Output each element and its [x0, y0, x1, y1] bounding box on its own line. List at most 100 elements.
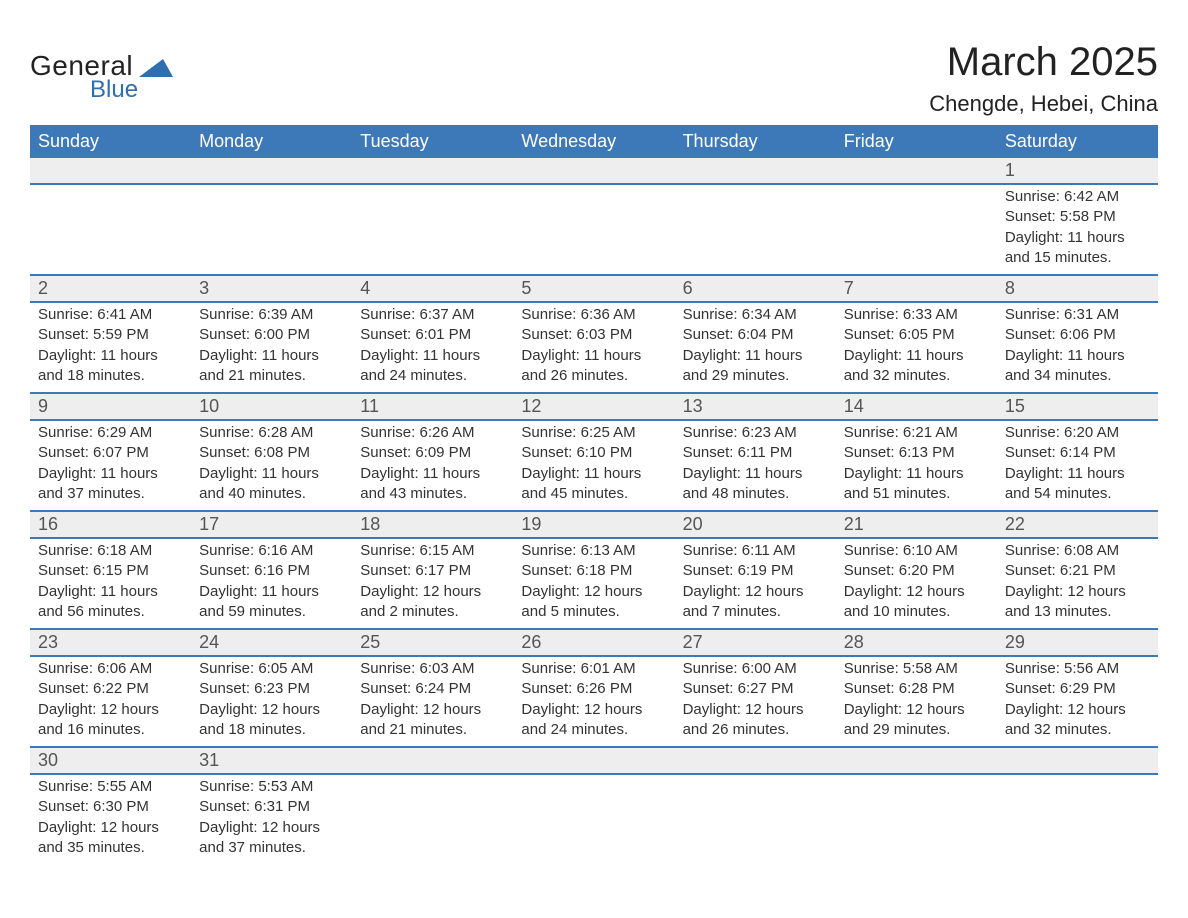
day-day2: and 37 minutes. [199, 838, 344, 858]
day-content-cell [513, 774, 674, 864]
day-day2: and 29 minutes. [683, 366, 828, 386]
day-content-cell: Sunrise: 6:21 AMSunset: 6:13 PMDaylight:… [836, 420, 997, 511]
day-content-cell: Sunrise: 6:20 AMSunset: 6:14 PMDaylight:… [997, 420, 1158, 511]
day-sunset: Sunset: 6:22 PM [38, 679, 183, 699]
content-row: Sunrise: 6:42 AMSunset: 5:58 PMDaylight:… [30, 184, 1158, 275]
day-content-cell: Sunrise: 6:16 AMSunset: 6:16 PMDaylight:… [191, 538, 352, 629]
day-sunrise: Sunrise: 5:55 AM [38, 777, 183, 797]
day-content-cell: Sunrise: 6:06 AMSunset: 6:22 PMDaylight:… [30, 656, 191, 747]
day-day1: Daylight: 12 hours [38, 818, 183, 838]
day-sunrise: Sunrise: 6:25 AM [521, 423, 666, 443]
day-day2: and 40 minutes. [199, 484, 344, 504]
day-number-cell: 12 [513, 393, 674, 420]
day-sunset: Sunset: 6:00 PM [199, 325, 344, 345]
day-number-cell [191, 158, 352, 184]
day-number-cell: 6 [675, 275, 836, 302]
day-sunrise: Sunrise: 6:33 AM [844, 305, 989, 325]
day-day1: Daylight: 12 hours [199, 700, 344, 720]
logo-triangle-icon [139, 59, 173, 77]
day-number-cell: 7 [836, 275, 997, 302]
day-day1: Daylight: 11 hours [683, 346, 828, 366]
day-sunrise: Sunrise: 6:06 AM [38, 659, 183, 679]
day-number-cell [352, 158, 513, 184]
day-day2: and 51 minutes. [844, 484, 989, 504]
day-sunset: Sunset: 6:28 PM [844, 679, 989, 699]
day-day2: and 2 minutes. [360, 602, 505, 622]
day-number-cell: 23 [30, 629, 191, 656]
calendar-body: 1Sunrise: 6:42 AMSunset: 5:58 PMDaylight… [30, 158, 1158, 864]
day-day1: Daylight: 12 hours [199, 818, 344, 838]
day-content-cell: Sunrise: 5:55 AMSunset: 6:30 PMDaylight:… [30, 774, 191, 864]
day-sunset: Sunset: 6:31 PM [199, 797, 344, 817]
day-sunrise: Sunrise: 6:20 AM [1005, 423, 1150, 443]
day-content-cell: Sunrise: 6:05 AMSunset: 6:23 PMDaylight:… [191, 656, 352, 747]
day-day1: Daylight: 11 hours [521, 346, 666, 366]
day-day1: Daylight: 12 hours [683, 582, 828, 602]
day-sunset: Sunset: 6:01 PM [360, 325, 505, 345]
day-day2: and 56 minutes. [38, 602, 183, 622]
day-number-cell: 15 [997, 393, 1158, 420]
day-sunset: Sunset: 6:03 PM [521, 325, 666, 345]
day-number-cell [675, 158, 836, 184]
day-content-cell [675, 184, 836, 275]
day-content-cell: Sunrise: 6:41 AMSunset: 5:59 PMDaylight:… [30, 302, 191, 393]
day-content-cell: Sunrise: 6:39 AMSunset: 6:00 PMDaylight:… [191, 302, 352, 393]
day-sunrise: Sunrise: 6:36 AM [521, 305, 666, 325]
day-number-cell: 10 [191, 393, 352, 420]
day-day1: Daylight: 12 hours [1005, 700, 1150, 720]
day-day2: and 13 minutes. [1005, 602, 1150, 622]
day-content-cell [836, 774, 997, 864]
day-sunrise: Sunrise: 6:34 AM [683, 305, 828, 325]
day-sunset: Sunset: 6:09 PM [360, 443, 505, 463]
day-sunset: Sunset: 6:17 PM [360, 561, 505, 581]
day-day1: Daylight: 11 hours [683, 464, 828, 484]
day-sunrise: Sunrise: 6:10 AM [844, 541, 989, 561]
day-content-cell [675, 774, 836, 864]
weekday-header: Saturday [997, 125, 1158, 158]
day-content-cell [30, 184, 191, 275]
day-day1: Daylight: 11 hours [1005, 228, 1150, 248]
day-number-cell [997, 747, 1158, 774]
day-number-cell: 11 [352, 393, 513, 420]
day-day2: and 32 minutes. [1005, 720, 1150, 740]
day-number-cell: 20 [675, 511, 836, 538]
day-number-cell: 9 [30, 393, 191, 420]
day-sunset: Sunset: 6:15 PM [38, 561, 183, 581]
content-row: Sunrise: 6:29 AMSunset: 6:07 PMDaylight:… [30, 420, 1158, 511]
day-sunset: Sunset: 6:08 PM [199, 443, 344, 463]
day-sunset: Sunset: 5:59 PM [38, 325, 183, 345]
day-number-cell: 5 [513, 275, 674, 302]
day-content-cell: Sunrise: 5:53 AMSunset: 6:31 PMDaylight:… [191, 774, 352, 864]
day-sunset: Sunset: 6:30 PM [38, 797, 183, 817]
day-sunrise: Sunrise: 6:21 AM [844, 423, 989, 443]
day-day1: Daylight: 12 hours [844, 582, 989, 602]
day-day2: and 18 minutes. [38, 366, 183, 386]
weekday-header: Wednesday [513, 125, 674, 158]
day-content-cell: Sunrise: 6:42 AMSunset: 5:58 PMDaylight:… [997, 184, 1158, 275]
day-day2: and 29 minutes. [844, 720, 989, 740]
day-sunrise: Sunrise: 6:28 AM [199, 423, 344, 443]
day-number-cell: 2 [30, 275, 191, 302]
day-number-cell [513, 747, 674, 774]
day-number-cell [352, 747, 513, 774]
day-sunset: Sunset: 6:04 PM [683, 325, 828, 345]
day-sunrise: Sunrise: 6:03 AM [360, 659, 505, 679]
day-number-cell: 16 [30, 511, 191, 538]
day-sunset: Sunset: 6:20 PM [844, 561, 989, 581]
day-sunrise: Sunrise: 6:41 AM [38, 305, 183, 325]
day-sunrise: Sunrise: 6:39 AM [199, 305, 344, 325]
day-day2: and 24 minutes. [521, 720, 666, 740]
day-sunset: Sunset: 6:18 PM [521, 561, 666, 581]
day-number-cell: 22 [997, 511, 1158, 538]
day-content-cell: Sunrise: 6:37 AMSunset: 6:01 PMDaylight:… [352, 302, 513, 393]
day-day1: Daylight: 11 hours [1005, 346, 1150, 366]
day-day2: and 21 minutes. [360, 720, 505, 740]
title-block: March 2025 Chengde, Hebei, China [929, 20, 1158, 117]
day-sunset: Sunset: 6:11 PM [683, 443, 828, 463]
day-content-cell: Sunrise: 6:28 AMSunset: 6:08 PMDaylight:… [191, 420, 352, 511]
day-sunrise: Sunrise: 6:18 AM [38, 541, 183, 561]
day-day1: Daylight: 12 hours [683, 700, 828, 720]
day-content-cell: Sunrise: 6:26 AMSunset: 6:09 PMDaylight:… [352, 420, 513, 511]
logo: General Blue [30, 50, 173, 104]
day-day2: and 54 minutes. [1005, 484, 1150, 504]
